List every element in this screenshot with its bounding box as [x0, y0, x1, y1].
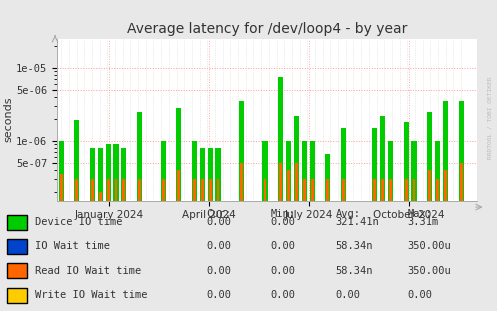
- Bar: [460, 163, 463, 311]
- Bar: [325, 154, 331, 311]
- Bar: [200, 148, 205, 311]
- Text: 0.00: 0.00: [206, 266, 231, 276]
- Bar: [287, 169, 290, 311]
- Text: 58.34n: 58.34n: [335, 242, 373, 252]
- Bar: [217, 179, 220, 311]
- Bar: [115, 179, 117, 311]
- Text: Cur:: Cur:: [206, 210, 231, 220]
- Text: Avg:: Avg:: [335, 210, 360, 220]
- Bar: [404, 122, 409, 311]
- Bar: [380, 116, 385, 311]
- Bar: [342, 179, 345, 311]
- FancyBboxPatch shape: [7, 263, 27, 278]
- Bar: [161, 141, 166, 311]
- Bar: [388, 141, 393, 311]
- Bar: [176, 108, 181, 311]
- Bar: [413, 179, 415, 311]
- Text: Write IO Wait time: Write IO Wait time: [35, 290, 147, 300]
- Title: Average latency for /dev/loop4 - by year: Average latency for /dev/loop4 - by year: [127, 22, 408, 36]
- Bar: [90, 148, 95, 311]
- Bar: [193, 179, 196, 311]
- Bar: [381, 179, 384, 311]
- Bar: [405, 179, 408, 311]
- Bar: [412, 141, 416, 311]
- Bar: [444, 169, 447, 311]
- FancyBboxPatch shape: [7, 288, 27, 303]
- Text: Max:: Max:: [408, 210, 432, 220]
- Text: 0.00: 0.00: [271, 290, 296, 300]
- Text: 350.00u: 350.00u: [408, 242, 451, 252]
- Text: Device IO time: Device IO time: [35, 217, 122, 227]
- Bar: [137, 112, 142, 311]
- Bar: [302, 141, 307, 311]
- Text: 0.00: 0.00: [408, 290, 432, 300]
- FancyBboxPatch shape: [7, 239, 27, 254]
- Text: 58.34n: 58.34n: [335, 266, 373, 276]
- Bar: [327, 179, 329, 311]
- Bar: [91, 179, 94, 311]
- Bar: [389, 179, 392, 311]
- Text: 0.00: 0.00: [271, 266, 296, 276]
- Text: 0.00: 0.00: [335, 290, 360, 300]
- Text: 0.00: 0.00: [206, 242, 231, 252]
- Bar: [436, 179, 439, 311]
- Bar: [262, 141, 268, 311]
- Bar: [162, 179, 165, 311]
- Text: Read IO Wait time: Read IO Wait time: [35, 266, 141, 276]
- Bar: [427, 112, 432, 311]
- Bar: [295, 163, 298, 311]
- Bar: [372, 128, 377, 311]
- Y-axis label: seconds: seconds: [3, 97, 13, 142]
- Bar: [209, 179, 212, 311]
- Text: 0.00: 0.00: [271, 217, 296, 227]
- Bar: [240, 163, 243, 311]
- Bar: [311, 179, 314, 311]
- Text: 321.41n: 321.41n: [335, 217, 379, 227]
- Bar: [373, 179, 376, 311]
- Text: 3.31m: 3.31m: [408, 217, 439, 227]
- Bar: [138, 179, 141, 311]
- Bar: [98, 148, 103, 311]
- Text: 0.00: 0.00: [206, 290, 231, 300]
- Bar: [341, 128, 346, 311]
- Bar: [201, 179, 204, 311]
- Bar: [113, 144, 119, 311]
- Bar: [294, 116, 299, 311]
- Bar: [107, 179, 110, 311]
- Bar: [208, 148, 213, 311]
- Text: 350.00u: 350.00u: [408, 266, 451, 276]
- Bar: [74, 120, 80, 311]
- Bar: [279, 163, 282, 311]
- Bar: [459, 101, 464, 311]
- Bar: [310, 141, 315, 311]
- Bar: [263, 179, 266, 311]
- Bar: [76, 179, 78, 311]
- Bar: [443, 101, 448, 311]
- Bar: [59, 141, 64, 311]
- Text: 0.00: 0.00: [271, 242, 296, 252]
- Bar: [105, 144, 111, 311]
- Bar: [278, 77, 283, 311]
- Bar: [286, 141, 291, 311]
- Bar: [60, 174, 63, 311]
- FancyBboxPatch shape: [7, 215, 27, 230]
- Bar: [428, 169, 431, 311]
- Text: RRDTOOL / TOBI OETIKER: RRDTOOL / TOBI OETIKER: [487, 77, 492, 160]
- Text: IO Wait time: IO Wait time: [35, 242, 110, 252]
- Bar: [192, 141, 197, 311]
- Bar: [215, 148, 221, 311]
- Bar: [177, 169, 180, 311]
- Bar: [303, 179, 306, 311]
- Bar: [121, 148, 127, 311]
- Bar: [122, 179, 125, 311]
- Text: Min:: Min:: [271, 210, 296, 220]
- Bar: [435, 141, 440, 311]
- Bar: [239, 101, 244, 311]
- Text: 0.00: 0.00: [206, 217, 231, 227]
- Bar: [99, 192, 102, 311]
